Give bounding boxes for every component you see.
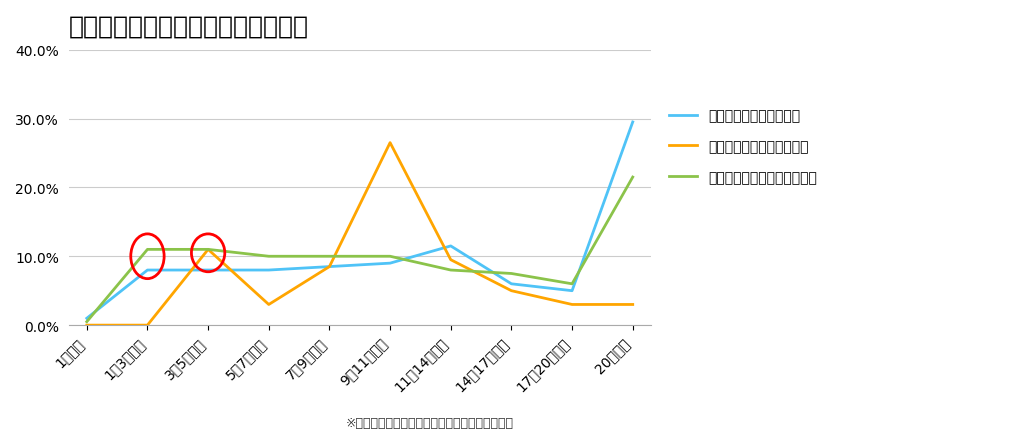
Text: 空き家期間別、住宅の腐朽・破損率: 空き家期間別、住宅の腐朽・破損率 — [69, 15, 308, 39]
Text: ※令和元年空き家所有者実態調査より（国交省）: ※令和元年空き家所有者実態調査より（国交省） — [346, 416, 514, 429]
Legend: 住宅の構造部分の不具合, 住宅全体に腐朽・破損あり, 住宅の一部に腐朽・破損あり: 住宅の構造部分の不具合, 住宅全体に腐朽・破損あり, 住宅の一部に腐朽・破損あり — [664, 104, 822, 190]
